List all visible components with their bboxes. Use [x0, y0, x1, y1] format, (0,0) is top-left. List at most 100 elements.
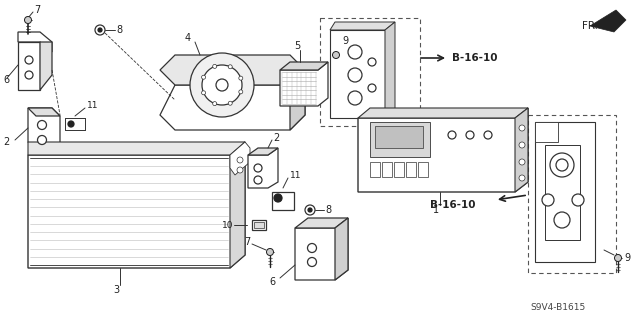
Text: 7: 7 [34, 5, 40, 15]
Polygon shape [248, 148, 278, 155]
Polygon shape [280, 62, 328, 70]
Text: B-16-10: B-16-10 [452, 53, 497, 63]
Bar [272, 192, 294, 210]
Circle shape [38, 136, 47, 145]
Polygon shape [18, 42, 40, 90]
Polygon shape [358, 108, 528, 192]
Bar [418, 162, 428, 177]
Polygon shape [590, 10, 626, 32]
Circle shape [237, 157, 243, 163]
Bar [370, 162, 380, 177]
Text: B-16-10: B-16-10 [430, 200, 476, 210]
Polygon shape [28, 142, 245, 268]
Circle shape [254, 164, 262, 172]
Circle shape [95, 25, 105, 35]
Polygon shape [28, 142, 245, 155]
Circle shape [348, 68, 362, 82]
Polygon shape [230, 142, 250, 175]
Text: 7: 7 [244, 237, 250, 247]
Polygon shape [160, 70, 305, 130]
Circle shape [274, 194, 282, 202]
Circle shape [519, 142, 525, 148]
Circle shape [216, 79, 228, 91]
Text: 8: 8 [116, 25, 122, 35]
Bar [252, 220, 266, 230]
Circle shape [519, 175, 525, 181]
Circle shape [25, 71, 33, 79]
Polygon shape [280, 62, 328, 106]
Circle shape [519, 125, 525, 131]
Circle shape [484, 131, 492, 139]
Circle shape [572, 194, 584, 206]
Text: 6: 6 [269, 277, 275, 287]
Circle shape [266, 249, 273, 256]
Circle shape [228, 101, 232, 105]
Bar [528, 115, 616, 273]
Polygon shape [295, 218, 348, 280]
Bar [382, 162, 392, 177]
Polygon shape [40, 42, 52, 90]
Text: 10: 10 [221, 220, 233, 229]
Circle shape [554, 212, 570, 228]
Text: S9V4-B1615: S9V4-B1615 [530, 303, 585, 313]
Circle shape [254, 176, 262, 184]
Polygon shape [535, 122, 558, 142]
Circle shape [556, 159, 568, 171]
Bar [370, 122, 430, 157]
Text: 9: 9 [624, 253, 630, 263]
Circle shape [305, 205, 315, 215]
Polygon shape [290, 70, 305, 130]
Circle shape [202, 65, 242, 105]
Circle shape [239, 90, 243, 94]
Circle shape [190, 53, 254, 117]
Polygon shape [515, 108, 528, 192]
Circle shape [24, 17, 31, 24]
Circle shape [550, 153, 574, 177]
Circle shape [25, 56, 33, 64]
Bar [394, 162, 404, 177]
Circle shape [542, 194, 554, 206]
Polygon shape [160, 55, 305, 85]
Bar [320, 18, 420, 126]
Circle shape [614, 255, 621, 262]
Polygon shape [230, 142, 245, 268]
Circle shape [68, 121, 74, 127]
Circle shape [348, 45, 362, 59]
Circle shape [307, 243, 317, 253]
Text: FR.: FR. [582, 21, 598, 31]
Circle shape [202, 91, 205, 95]
Text: 3: 3 [113, 285, 119, 295]
Circle shape [228, 65, 232, 69]
Polygon shape [28, 108, 60, 116]
Polygon shape [535, 122, 595, 262]
Text: 9: 9 [342, 36, 348, 46]
Circle shape [212, 64, 217, 68]
Text: 5: 5 [294, 41, 300, 51]
Text: 4: 4 [185, 33, 191, 43]
Polygon shape [28, 108, 60, 150]
Circle shape [202, 75, 205, 79]
Circle shape [466, 131, 474, 139]
Text: 1: 1 [433, 205, 439, 215]
Circle shape [38, 121, 47, 130]
Text: 6: 6 [3, 75, 9, 85]
Polygon shape [330, 30, 385, 118]
Circle shape [212, 102, 217, 106]
Circle shape [368, 58, 376, 66]
Text: 2: 2 [3, 137, 9, 147]
Text: 8: 8 [325, 205, 331, 215]
Circle shape [333, 51, 339, 58]
Circle shape [448, 131, 456, 139]
Polygon shape [335, 218, 348, 280]
Polygon shape [330, 22, 395, 30]
Polygon shape [358, 108, 528, 118]
Circle shape [519, 159, 525, 165]
Text: 11: 11 [290, 172, 301, 181]
Polygon shape [545, 145, 580, 240]
Polygon shape [295, 218, 348, 228]
Circle shape [307, 257, 317, 266]
Circle shape [368, 84, 376, 92]
Circle shape [239, 76, 243, 80]
Circle shape [308, 208, 312, 212]
Text: 11: 11 [87, 101, 99, 110]
